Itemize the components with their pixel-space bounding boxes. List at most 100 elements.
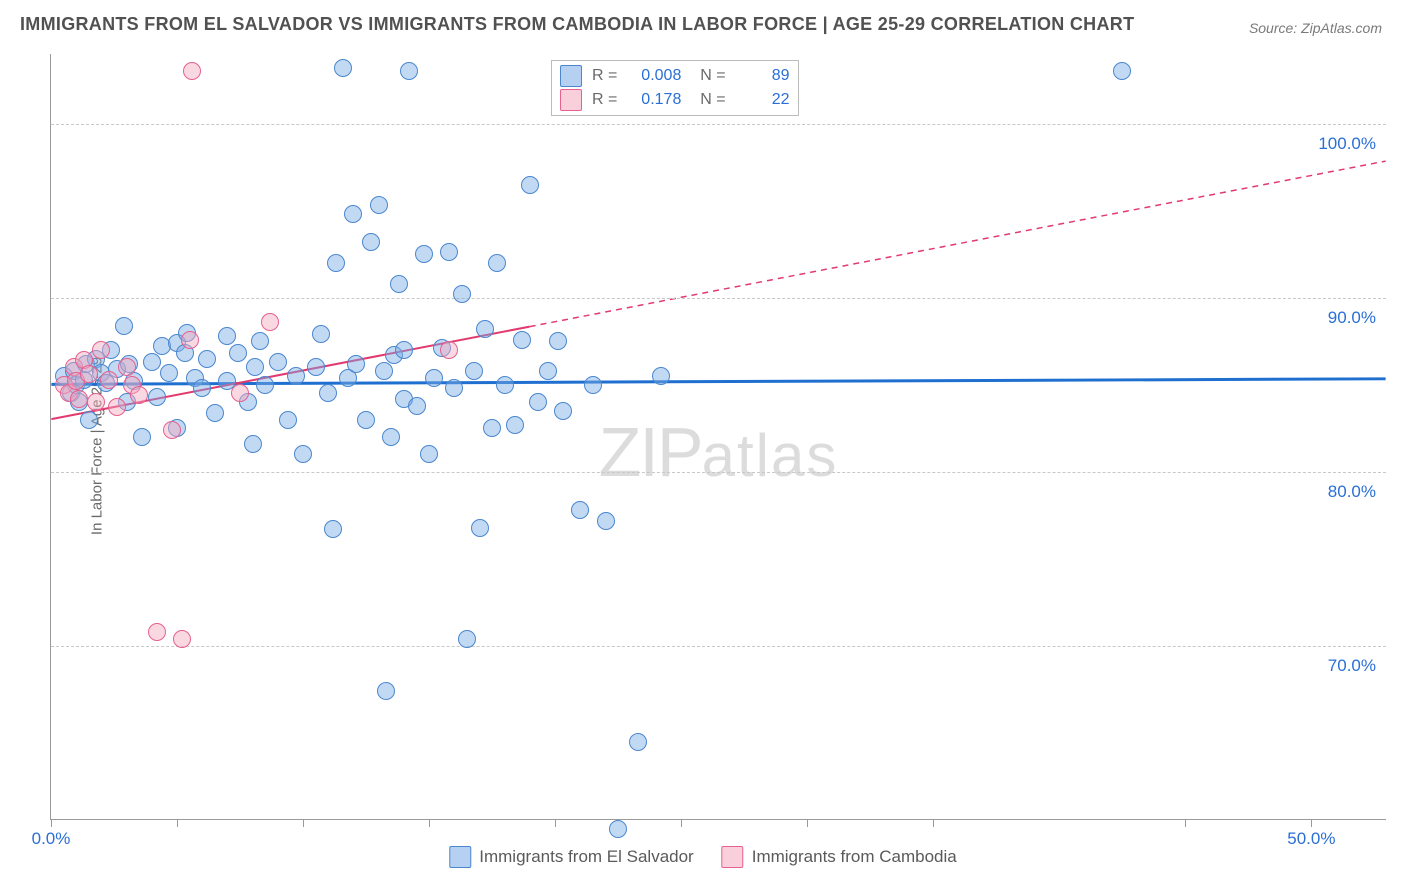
- data-point: [244, 435, 262, 453]
- data-point: [294, 445, 312, 463]
- data-point: [246, 358, 264, 376]
- data-point: [609, 820, 627, 838]
- x-tick: [681, 819, 682, 827]
- data-point: [529, 393, 547, 411]
- y-tick-label: 100.0%: [1318, 134, 1376, 154]
- data-point: [173, 630, 191, 648]
- gridline: [51, 472, 1386, 473]
- data-point: [87, 393, 105, 411]
- data-point: [269, 353, 287, 371]
- data-point: [362, 233, 380, 251]
- data-point: [425, 369, 443, 387]
- legend-row: R =0.178 N =22: [560, 89, 790, 111]
- x-tick: [1185, 819, 1186, 827]
- data-point: [92, 341, 110, 359]
- n-label: N =: [691, 67, 725, 85]
- data-point: [118, 358, 136, 376]
- data-point: [198, 350, 216, 368]
- data-point: [100, 371, 118, 389]
- data-point: [324, 520, 342, 538]
- data-point: [327, 254, 345, 272]
- x-tick: [1311, 819, 1312, 827]
- data-point: [279, 411, 297, 429]
- legend-swatch: [449, 846, 471, 868]
- data-point: [231, 384, 249, 402]
- data-point: [80, 411, 98, 429]
- source-attribution: Source: ZipAtlas.com: [1249, 20, 1382, 36]
- data-point: [344, 205, 362, 223]
- legend-swatch: [722, 846, 744, 868]
- data-point: [476, 320, 494, 338]
- gridline: [51, 646, 1386, 647]
- data-point: [70, 390, 88, 408]
- r-label: R =: [592, 91, 617, 109]
- data-point: [440, 243, 458, 261]
- legend-swatch: [560, 89, 582, 111]
- y-tick-label: 70.0%: [1328, 656, 1376, 676]
- data-point: [506, 416, 524, 434]
- gridline: [51, 298, 1386, 299]
- n-value: 89: [736, 67, 790, 85]
- data-point: [287, 367, 305, 385]
- data-point: [148, 623, 166, 641]
- data-point: [130, 386, 148, 404]
- data-point: [218, 327, 236, 345]
- legend-item: Immigrants from Cambodia: [722, 846, 957, 868]
- data-point: [357, 411, 375, 429]
- data-point: [453, 285, 471, 303]
- data-point: [163, 421, 181, 439]
- data-point: [629, 733, 647, 751]
- data-point: [256, 376, 274, 394]
- data-point: [652, 367, 670, 385]
- data-point: [483, 419, 501, 437]
- data-point: [513, 331, 531, 349]
- data-point: [261, 313, 279, 331]
- trend-line-dashed: [530, 161, 1386, 327]
- data-point: [597, 512, 615, 530]
- data-point: [584, 376, 602, 394]
- data-point: [370, 196, 388, 214]
- data-point: [133, 428, 151, 446]
- x-tick: [429, 819, 430, 827]
- x-tick-label: 0.0%: [32, 829, 71, 849]
- data-point: [347, 355, 365, 373]
- data-point: [251, 332, 269, 350]
- n-label: N =: [691, 91, 725, 109]
- watermark: ZIPatlas: [599, 412, 839, 492]
- y-tick-label: 80.0%: [1328, 482, 1376, 502]
- data-point: [420, 445, 438, 463]
- correlation-legend: R =0.008 N =89R =0.178 N =22: [551, 60, 799, 116]
- r-value: 0.008: [627, 67, 681, 85]
- data-point: [377, 682, 395, 700]
- data-point: [458, 630, 476, 648]
- x-tick: [807, 819, 808, 827]
- data-point: [539, 362, 557, 380]
- data-point: [334, 59, 352, 77]
- gridline: [51, 124, 1386, 125]
- data-point: [440, 341, 458, 359]
- data-point: [415, 245, 433, 263]
- data-point: [554, 402, 572, 420]
- legend-row: R =0.008 N =89: [560, 65, 790, 87]
- legend-label: Immigrants from Cambodia: [752, 847, 957, 867]
- data-point: [408, 397, 426, 415]
- data-point: [229, 344, 247, 362]
- legend-swatch: [560, 65, 582, 87]
- x-tick-label: 50.0%: [1287, 829, 1335, 849]
- data-point: [465, 362, 483, 380]
- data-point: [143, 353, 161, 371]
- data-point: [206, 404, 224, 422]
- data-point: [571, 501, 589, 519]
- data-point: [312, 325, 330, 343]
- scatter-plot-area: ZIPatlas R =0.008 N =89R =0.178 N =22 70…: [50, 54, 1386, 820]
- data-point: [181, 331, 199, 349]
- data-point: [471, 519, 489, 537]
- data-point: [400, 62, 418, 80]
- data-point: [148, 388, 166, 406]
- data-point: [395, 341, 413, 359]
- n-value: 22: [736, 91, 790, 109]
- data-point: [193, 379, 211, 397]
- data-point: [382, 428, 400, 446]
- data-point: [319, 384, 337, 402]
- x-tick: [177, 819, 178, 827]
